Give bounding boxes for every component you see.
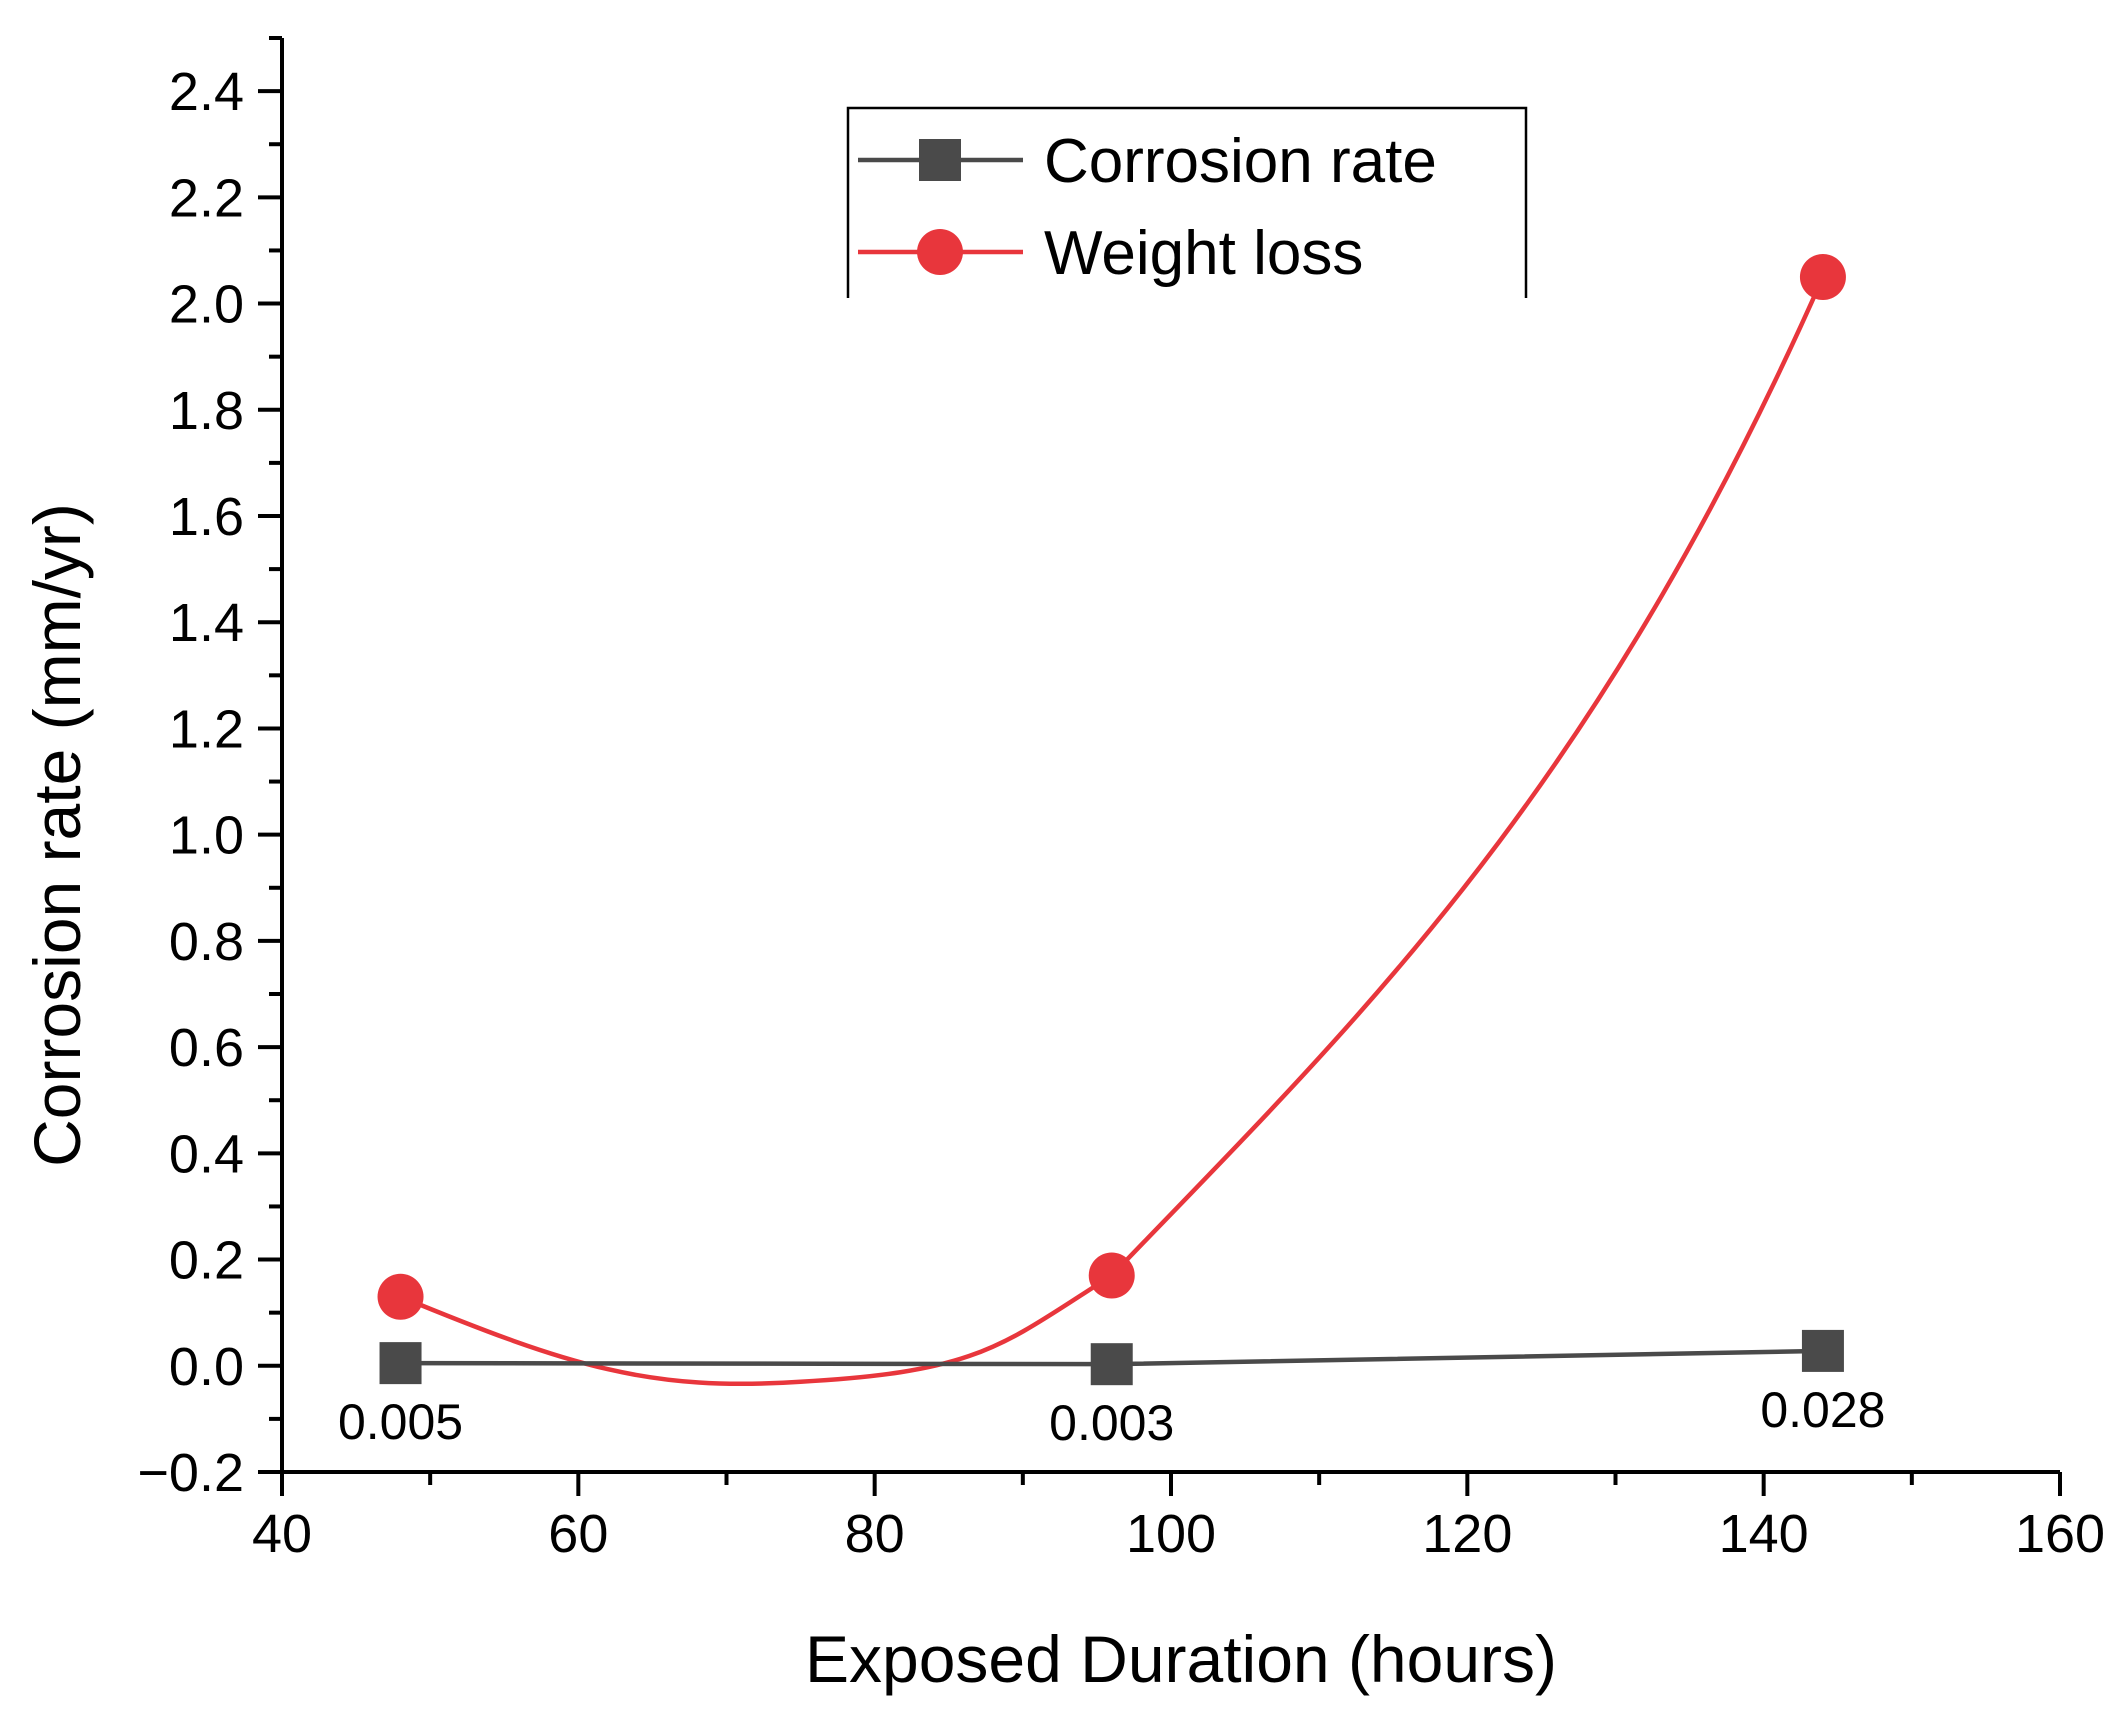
y-tick-label: 0.0 (169, 1337, 244, 1397)
legend-corrosion-rate-marker (919, 139, 961, 181)
x-tick-label: 140 (1719, 1504, 1809, 1564)
y-tick-label: 2.4 (169, 62, 244, 122)
weight-loss-marker (1088, 1252, 1135, 1299)
x-tick-label: 100 (1126, 1504, 1216, 1564)
corrosion-rate-data-label: 0.028 (1760, 1382, 1885, 1438)
y-tick-label: 0.8 (169, 912, 244, 972)
x-tick-label: 160 (2015, 1504, 2105, 1564)
y-tick-label: 1.6 (169, 487, 244, 547)
x-axis-title: Exposed Duration (hours) (805, 1622, 1557, 1696)
weight-loss-marker (377, 1273, 424, 1320)
corrosion-rate-marker (379, 1342, 422, 1385)
weight-loss-marker (1799, 254, 1846, 300)
x-tick-label: 40 (252, 1504, 312, 1564)
corrosion-rate-marker (1801, 1329, 1844, 1372)
y-tick-label: 1.0 (169, 806, 244, 866)
legend-corrosion-rate-label: Corrosion rate (1044, 127, 1437, 196)
weight-loss-line (399, 276, 1825, 1387)
y-tick-label: 0.2 (169, 1231, 244, 1291)
x-tick-label: 60 (548, 1504, 608, 1564)
corrosion-rate-data-label: 0.005 (338, 1394, 463, 1450)
y-tick-label: 2.2 (169, 168, 244, 228)
y-tick-label: 2.0 (169, 275, 244, 335)
y-axis-title: Corrosion rate (mm/yr) (20, 503, 94, 1167)
legend: Corrosion rate Weight loss (846, 106, 1528, 298)
x-tick-label: 120 (1422, 1504, 1512, 1564)
legend-weight-loss-label: Weight loss (1044, 219, 1363, 288)
y-tick-label: −0.2 (137, 1443, 244, 1503)
x-ticks: 40 60 80 100 120 140 160 (252, 1472, 2105, 1564)
x-tick-label: 80 (845, 1504, 905, 1564)
y-ticks: −0.2 0.0 0.2 0.4 0.6 0.8 1.0 1.2 1.4 1.6 1.8 2.0 2.2… (137, 36, 282, 1503)
y-tick-label: 1.2 (169, 699, 244, 759)
y-tick-label: 0.6 (169, 1018, 244, 1078)
legend-weight-loss-marker (917, 229, 963, 275)
y-tick-label: 1.8 (169, 381, 244, 441)
y-tick-label: 1.4 (169, 593, 244, 653)
corrosion-rate-marker (1090, 1343, 1133, 1386)
y-tick-label: 0.4 (169, 1124, 244, 1184)
series-layer: 0.005 0.003 0.028 (338, 254, 1885, 1451)
corrosion-rate-data-label: 0.003 (1049, 1395, 1174, 1451)
